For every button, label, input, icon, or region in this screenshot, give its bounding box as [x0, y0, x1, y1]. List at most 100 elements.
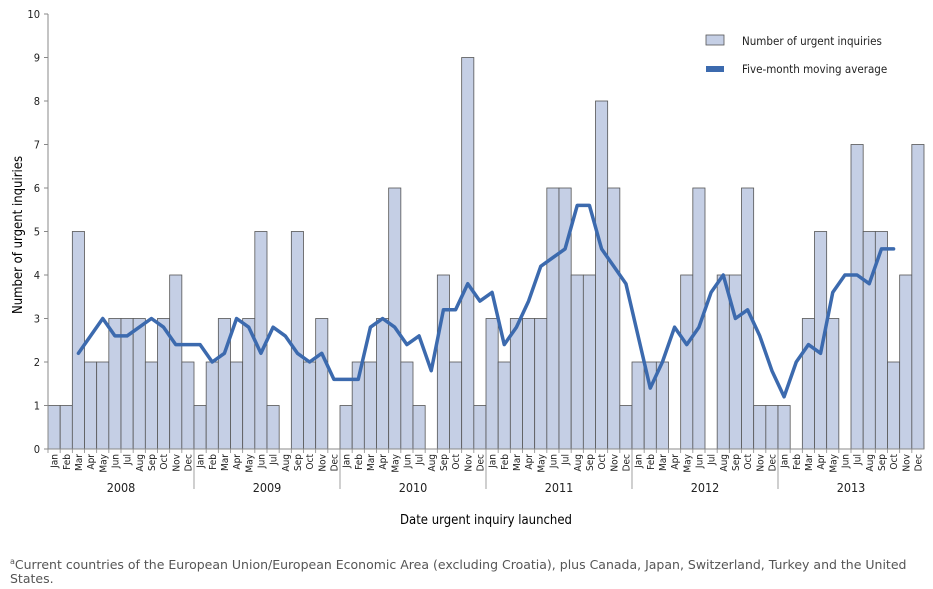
- month-label: Mar: [366, 454, 377, 471]
- month-label: Apr: [524, 454, 535, 470]
- month-label: Nov: [901, 453, 912, 471]
- bar: [47, 405, 61, 450]
- bar: [801, 318, 815, 450]
- bar: [765, 405, 779, 450]
- bar: [363, 361, 377, 450]
- x-axis-title: Date urgent inquiry launched: [400, 513, 572, 528]
- month-label: Aug: [427, 454, 438, 472]
- bar: [315, 318, 329, 450]
- bar: [595, 100, 609, 450]
- bar: [558, 187, 572, 450]
- month-label: Mar: [658, 454, 669, 471]
- bar: [522, 318, 536, 450]
- month-label: May: [98, 453, 109, 472]
- month-label: Mar: [512, 454, 523, 471]
- month-label: Dec: [183, 454, 194, 471]
- month-label: May: [828, 453, 839, 472]
- bar: [290, 231, 304, 450]
- month-label: Jun: [402, 454, 413, 469]
- moving-average-series: [76, 203, 896, 399]
- x-axis-labels: Jan Feb Mar Apr May Jun Jul Aug Sep Oct Nov Dec Jan F…: [47, 449, 924, 495]
- moving-average-line: [76, 203, 896, 399]
- month-label: Oct: [743, 454, 754, 470]
- month-label: Apr: [232, 454, 243, 470]
- month-label: Sep: [585, 454, 596, 471]
- month-label: Oct: [305, 454, 316, 470]
- month-label: Dec: [767, 454, 778, 471]
- bar: [473, 405, 487, 450]
- bar: [509, 318, 523, 450]
- month-label: Jan: [50, 454, 61, 469]
- month-label: Aug: [573, 454, 584, 472]
- bar: [582, 274, 596, 450]
- month-label: Apr: [670, 454, 681, 470]
- month-label: Aug: [865, 454, 876, 472]
- month-label: Aug: [719, 454, 730, 472]
- bar: [449, 361, 463, 450]
- legend: Number of urgent inquiries Five-month mov…: [705, 34, 887, 76]
- bar: [607, 187, 621, 450]
- month-label: Jul: [853, 454, 864, 466]
- footnote-text: Current countries of the European Union/…: [10, 557, 907, 587]
- footnote: aCurrent countries of the European Union…: [10, 555, 910, 586]
- y-tick-label: 8: [34, 95, 40, 108]
- bar: [388, 187, 402, 450]
- month-label: Mar: [74, 454, 85, 471]
- month-label: Nov: [463, 453, 474, 471]
- month-label: Jun: [840, 454, 851, 469]
- bar: [619, 405, 633, 450]
- month-label: Oct: [159, 454, 170, 470]
- bar: [887, 361, 901, 450]
- month-label: Nov: [317, 453, 328, 471]
- y-tick-label: 7: [34, 139, 40, 152]
- month-label: Oct: [889, 454, 900, 470]
- bar: [400, 361, 414, 450]
- legend-line-swatch: [706, 66, 724, 72]
- bar: [84, 361, 98, 450]
- month-label: Apr: [816, 454, 827, 470]
- y-axis-title: Number of urgent inquiries: [11, 156, 26, 314]
- bar: [862, 231, 876, 450]
- month-label: Jun: [548, 454, 559, 469]
- bar: [826, 318, 840, 450]
- month-label: May: [390, 453, 401, 472]
- month-label: Feb: [792, 454, 803, 470]
- y-tick-label: 2: [34, 356, 40, 369]
- month-label: Sep: [147, 454, 158, 471]
- month-label: Oct: [597, 454, 608, 470]
- month-label: May: [682, 453, 693, 472]
- month-label: Jun: [694, 454, 705, 469]
- bar: [376, 318, 390, 450]
- bar: [570, 274, 584, 450]
- month-label: Jul: [561, 454, 572, 466]
- bar: [412, 405, 426, 450]
- month-label: Feb: [62, 454, 73, 470]
- month-label: May: [536, 453, 547, 472]
- month-label: Jul: [123, 454, 134, 466]
- month-label: Dec: [621, 454, 632, 471]
- bar: [169, 274, 183, 450]
- footnote-marker: a: [10, 557, 15, 566]
- year-label: 2013: [837, 480, 866, 495]
- month-label: Sep: [293, 454, 304, 471]
- bar: [777, 405, 791, 450]
- month-label: Jun: [256, 454, 267, 469]
- year-label: 2008: [107, 480, 136, 495]
- month-label: Mar: [220, 454, 231, 471]
- month-label: Feb: [646, 454, 657, 470]
- bar: [850, 144, 864, 450]
- month-label: Aug: [281, 454, 292, 472]
- year-label: 2009: [253, 480, 282, 495]
- legend-bar-label: Number of urgent inquiries: [742, 34, 882, 48]
- bar: [157, 318, 171, 450]
- y-axis-ticks: 0 1 2 3 4 5 6 7 8 9 10: [27, 8, 48, 456]
- month-label: Oct: [451, 454, 462, 470]
- bar: [71, 231, 85, 450]
- bar: [680, 274, 694, 450]
- y-tick-label: 4: [34, 269, 40, 282]
- bar: [230, 361, 244, 450]
- year-label: 2010: [399, 480, 428, 495]
- month-label: Jul: [269, 454, 280, 466]
- month-label: Feb: [354, 454, 365, 470]
- bar: [461, 57, 475, 450]
